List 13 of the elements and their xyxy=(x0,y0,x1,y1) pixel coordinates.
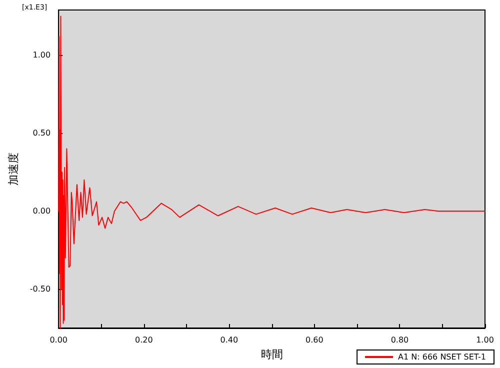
y-tick-label: -0.50 xyxy=(30,284,51,294)
y-tick-label: 0.50 xyxy=(32,128,51,138)
y-axis-title: 加速度 xyxy=(7,152,20,186)
x-tick-label: 0.80 xyxy=(390,336,409,344)
x-tick-label: 0.00 xyxy=(50,336,68,344)
x-tick-label: 0.40 xyxy=(220,336,238,344)
x-axis-title: 時間 xyxy=(260,348,283,361)
y-tick-label: 0.00 xyxy=(32,206,51,216)
x-tick-label: 0.60 xyxy=(306,336,324,344)
x-tick-label: 0.20 xyxy=(134,336,153,344)
y-tick-label: 1.00 xyxy=(32,50,51,60)
x-tick-label: 1.00 xyxy=(476,336,494,344)
legend-label: A1 N: 666 NSET SET-1 xyxy=(398,352,486,362)
